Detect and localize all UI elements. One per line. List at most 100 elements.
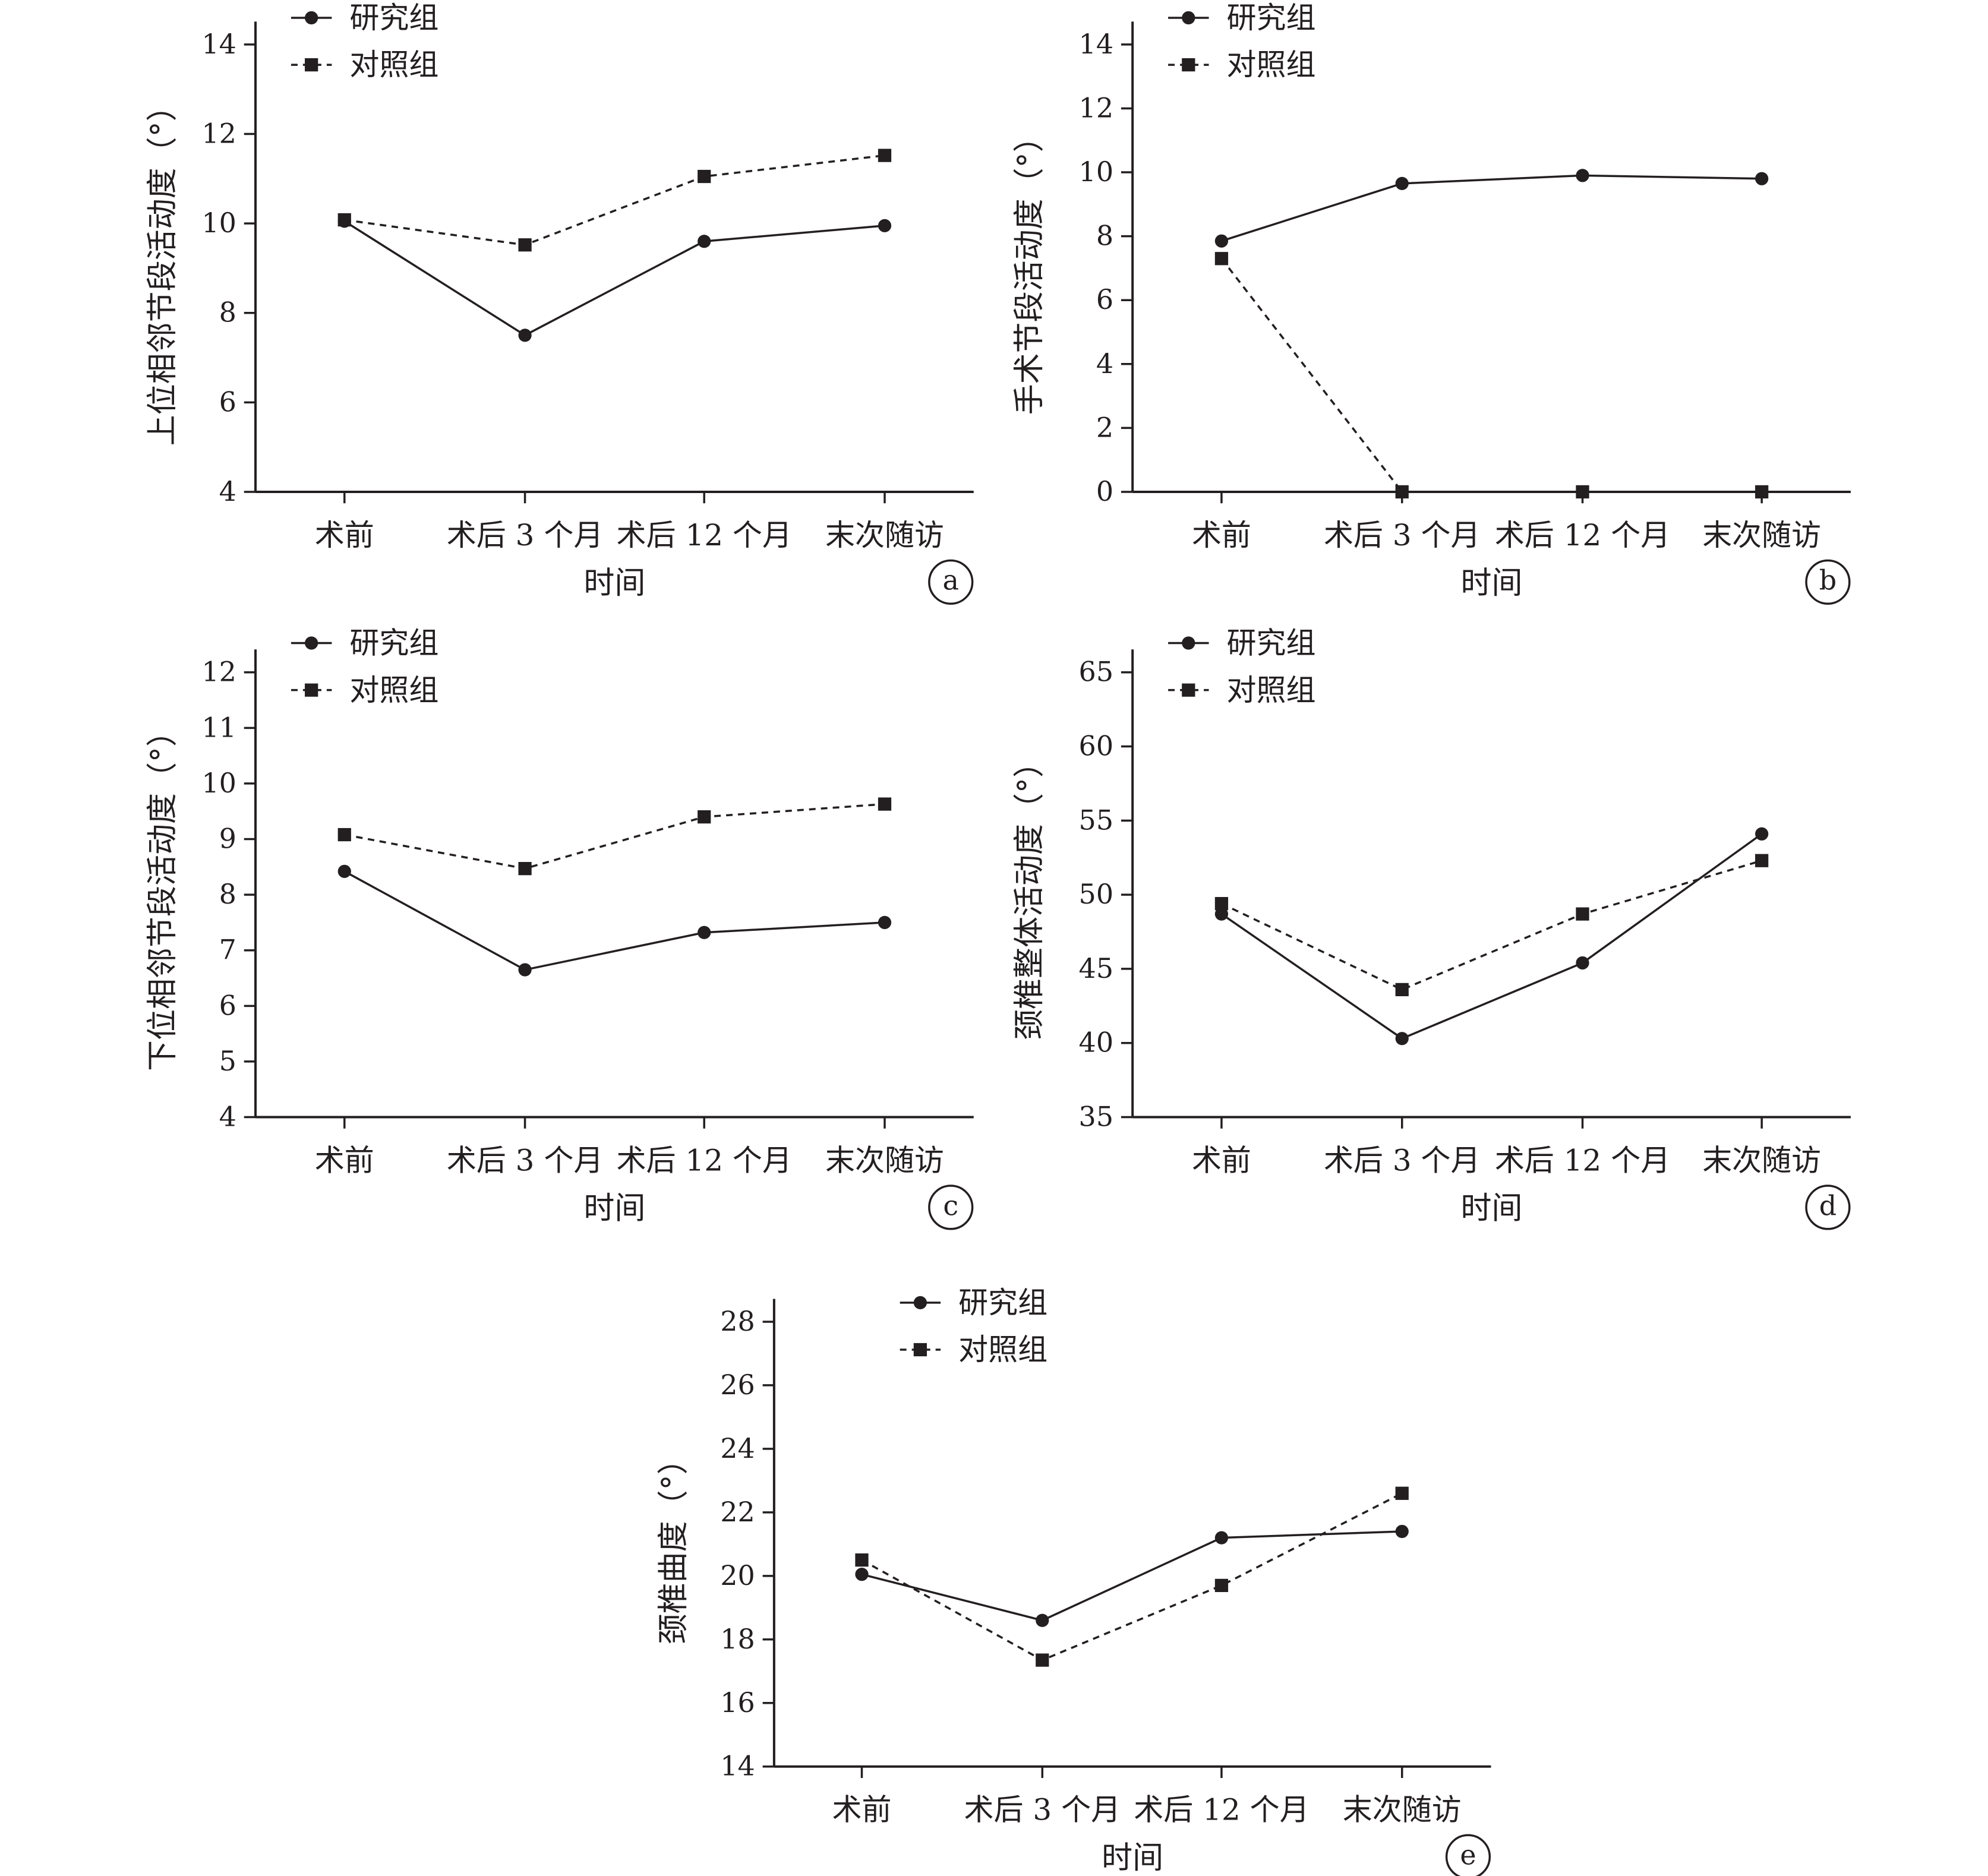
legend-label: 对照组 xyxy=(349,48,438,82)
y-tick-label: 4 xyxy=(219,475,236,507)
y-tick-label: 28 xyxy=(720,1305,755,1337)
y-tick-label: 40 xyxy=(1079,1027,1114,1059)
legend-label: 研究组 xyxy=(1227,626,1316,661)
panel-letter: b xyxy=(1819,564,1836,596)
data-point-series-1 xyxy=(1214,907,1229,921)
x-tick-label: 术后 12 个月 xyxy=(1495,1143,1670,1177)
y-tick-label: 14 xyxy=(201,28,236,60)
data-point-series-1 xyxy=(1395,1032,1409,1046)
y-tick-label: 12 xyxy=(1079,91,1114,124)
y-axis-title: 颈椎整体活动度（°） xyxy=(1012,747,1047,1040)
x-tick-label: 术后 12 个月 xyxy=(617,1143,792,1177)
x-tick-label: 术后 12 个月 xyxy=(1134,1793,1309,1827)
x-tick-label: 末次随访 xyxy=(825,518,944,552)
x-tick-label: 术前 xyxy=(832,1793,892,1827)
y-tick-label: 50 xyxy=(1079,878,1114,910)
data-point-series-2 xyxy=(698,169,711,184)
data-point-series-1 xyxy=(1214,234,1229,248)
y-tick-label: 0 xyxy=(1096,475,1113,507)
data-point-series-1 xyxy=(337,864,351,878)
data-point-series-2 xyxy=(855,1553,869,1567)
panel-badge xyxy=(1805,559,1851,605)
panel-letter: c xyxy=(943,1189,958,1221)
legend-label: 对照组 xyxy=(1227,48,1316,82)
y-tick-label: 26 xyxy=(720,1369,755,1401)
x-tick-label: 术后 12 个月 xyxy=(1495,518,1670,552)
legend-label: 研究组 xyxy=(349,626,438,661)
data-point-series-2 xyxy=(1576,485,1589,499)
x-tick-label: 末次随访 xyxy=(1702,518,1821,552)
y-tick-label: 12 xyxy=(201,656,236,688)
y-tick-label: 35 xyxy=(1079,1100,1114,1132)
y-tick-label: 2 xyxy=(1096,411,1113,443)
x-tick-label: 末次随访 xyxy=(1702,1143,1821,1177)
legend-label: 研究组 xyxy=(349,1,438,35)
y-tick-label: 8 xyxy=(1096,220,1113,252)
legend-label: 研究组 xyxy=(1227,1,1316,35)
legend-marker xyxy=(305,683,318,697)
x-tick-label: 术后 3 个月 xyxy=(447,518,604,552)
data-point-series-1 xyxy=(1214,1531,1229,1545)
x-tick-label: 术前 xyxy=(1192,1143,1251,1177)
y-tick-label: 7 xyxy=(219,934,236,966)
y-tick-label: 22 xyxy=(720,1496,755,1528)
x-tick-label: 术前 xyxy=(1192,518,1251,552)
y-tick-label: 6 xyxy=(1096,283,1113,315)
y-tick-label: 6 xyxy=(219,989,236,1021)
y-tick-label: 4 xyxy=(1096,348,1113,380)
data-point-series-1 xyxy=(518,329,532,342)
y-tick-label: 14 xyxy=(1079,28,1114,60)
panel-badge xyxy=(928,559,974,605)
series-line-2 xyxy=(861,1492,1403,1662)
data-point-series-2 xyxy=(518,238,532,252)
y-axis-title: 上位相邻节段活动度（°） xyxy=(145,90,181,446)
data-point-series-1 xyxy=(878,219,892,232)
data-point-series-1 xyxy=(1755,172,1769,185)
data-point-series-1 xyxy=(1395,1524,1409,1539)
y-tick-label: 45 xyxy=(1079,952,1114,984)
data-point-series-1 xyxy=(1755,827,1769,841)
legend-marker xyxy=(305,11,318,25)
data-point-series-2 xyxy=(337,828,351,842)
data-point-series-2 xyxy=(1755,485,1769,499)
y-tick-label: 10 xyxy=(201,767,236,799)
y-tick-label: 55 xyxy=(1079,804,1114,836)
y-tick-label: 16 xyxy=(720,1686,755,1719)
data-point-series-1 xyxy=(698,926,711,939)
data-point-series-1 xyxy=(1036,1613,1049,1627)
x-tick-label: 术后 12 个月 xyxy=(617,518,792,552)
y-axis-title: 手术节段活动度（°） xyxy=(1012,121,1047,415)
y-tick-label: 20 xyxy=(720,1559,755,1591)
data-point-series-2 xyxy=(1395,485,1409,499)
data-point-series-1 xyxy=(1576,956,1589,970)
legend-label: 对照组 xyxy=(1227,673,1316,708)
data-point-series-2 xyxy=(337,213,351,227)
data-point-series-2 xyxy=(1214,1578,1229,1593)
y-tick-label: 5 xyxy=(219,1045,236,1077)
series-line-2 xyxy=(1220,258,1762,493)
series-line-2 xyxy=(344,154,885,247)
x-tick-label: 术后 3 个月 xyxy=(447,1143,604,1177)
series-line-2 xyxy=(344,803,885,870)
x-tick-label: 术后 3 个月 xyxy=(1324,518,1481,552)
panel-letter: a xyxy=(943,564,959,596)
x-axis-title: 时间 xyxy=(583,566,645,601)
data-point-series-2 xyxy=(518,862,532,876)
data-point-series-2 xyxy=(1395,983,1409,996)
x-axis-title: 时间 xyxy=(583,1191,645,1227)
data-point-series-1 xyxy=(1576,169,1589,182)
y-tick-label: 11 xyxy=(201,711,236,743)
y-tick-label: 12 xyxy=(201,117,236,149)
y-tick-label: 24 xyxy=(720,1432,755,1464)
x-tick-label: 术后 3 个月 xyxy=(964,1793,1121,1827)
x-tick-label: 术前 xyxy=(315,1143,374,1177)
legend-marker xyxy=(305,636,318,650)
x-tick-label: 术后 3 个月 xyxy=(1324,1143,1481,1177)
y-axis-title: 下位相邻节段活动度（°） xyxy=(145,716,181,1071)
x-axis-title: 时间 xyxy=(1102,1840,1163,1876)
x-tick-label: 末次随访 xyxy=(1343,1793,1462,1827)
